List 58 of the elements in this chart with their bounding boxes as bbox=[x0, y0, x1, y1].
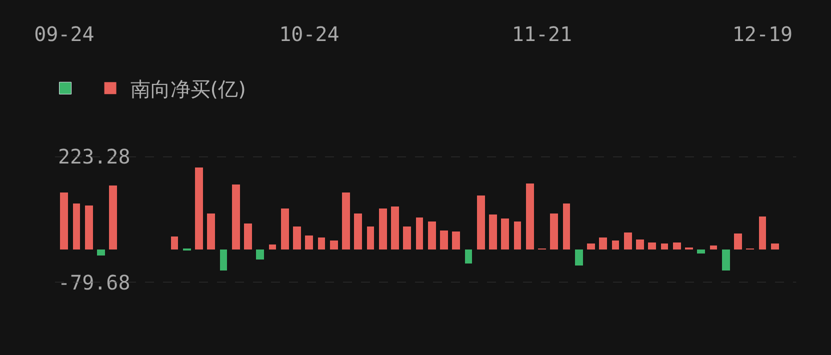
bar bbox=[379, 208, 388, 250]
bar bbox=[354, 214, 362, 250]
bar bbox=[648, 242, 656, 250]
bar bbox=[661, 244, 668, 250]
bar bbox=[673, 242, 682, 250]
bar bbox=[416, 218, 424, 250]
x-tick-label: 10-24 bbox=[279, 22, 340, 46]
bar bbox=[452, 232, 460, 250]
bar bbox=[465, 250, 472, 264]
bar bbox=[269, 244, 276, 250]
y-tick-label: 223.28 bbox=[58, 144, 130, 169]
y-tick-label: -79.68 bbox=[58, 270, 130, 294]
bar bbox=[477, 196, 486, 250]
bar bbox=[526, 184, 534, 250]
bar bbox=[722, 250, 730, 271]
x-tick-label: 11-21 bbox=[512, 22, 572, 46]
bar bbox=[563, 204, 570, 250]
bar bbox=[624, 232, 632, 250]
bar bbox=[195, 168, 204, 250]
bar bbox=[612, 240, 620, 250]
bar bbox=[710, 246, 718, 250]
bar bbox=[109, 186, 118, 250]
bar bbox=[281, 208, 290, 250]
bar bbox=[697, 250, 706, 254]
bar bbox=[759, 216, 766, 250]
bar bbox=[489, 214, 498, 250]
x-tick-label: 09-24 bbox=[34, 22, 94, 46]
bar bbox=[550, 214, 558, 250]
bar bbox=[440, 230, 448, 250]
bar bbox=[305, 236, 314, 250]
legend-label: 南向净买(亿) bbox=[130, 76, 246, 101]
bar bbox=[318, 238, 326, 250]
bar bbox=[428, 222, 436, 250]
bar bbox=[73, 204, 80, 250]
bar bbox=[501, 218, 510, 250]
bar bbox=[734, 234, 742, 250]
bar bbox=[256, 250, 264, 260]
bar bbox=[391, 206, 400, 250]
bar bbox=[403, 226, 412, 250]
bar bbox=[342, 192, 350, 250]
bar bbox=[587, 244, 596, 250]
bar bbox=[207, 214, 216, 250]
bar bbox=[220, 250, 228, 271]
bar bbox=[367, 226, 374, 250]
bar bbox=[171, 236, 178, 250]
bar bbox=[514, 222, 522, 250]
bar bbox=[244, 224, 252, 250]
bar bbox=[599, 238, 608, 250]
bar bbox=[97, 250, 106, 256]
bar bbox=[85, 206, 94, 250]
bar bbox=[60, 192, 68, 250]
bar bbox=[771, 244, 780, 250]
x-tick-label: 12-19 bbox=[732, 22, 793, 46]
bar bbox=[293, 226, 302, 250]
bar bbox=[330, 240, 338, 250]
bar bbox=[575, 250, 584, 266]
bar bbox=[232, 184, 240, 250]
bar bbox=[636, 240, 644, 250]
